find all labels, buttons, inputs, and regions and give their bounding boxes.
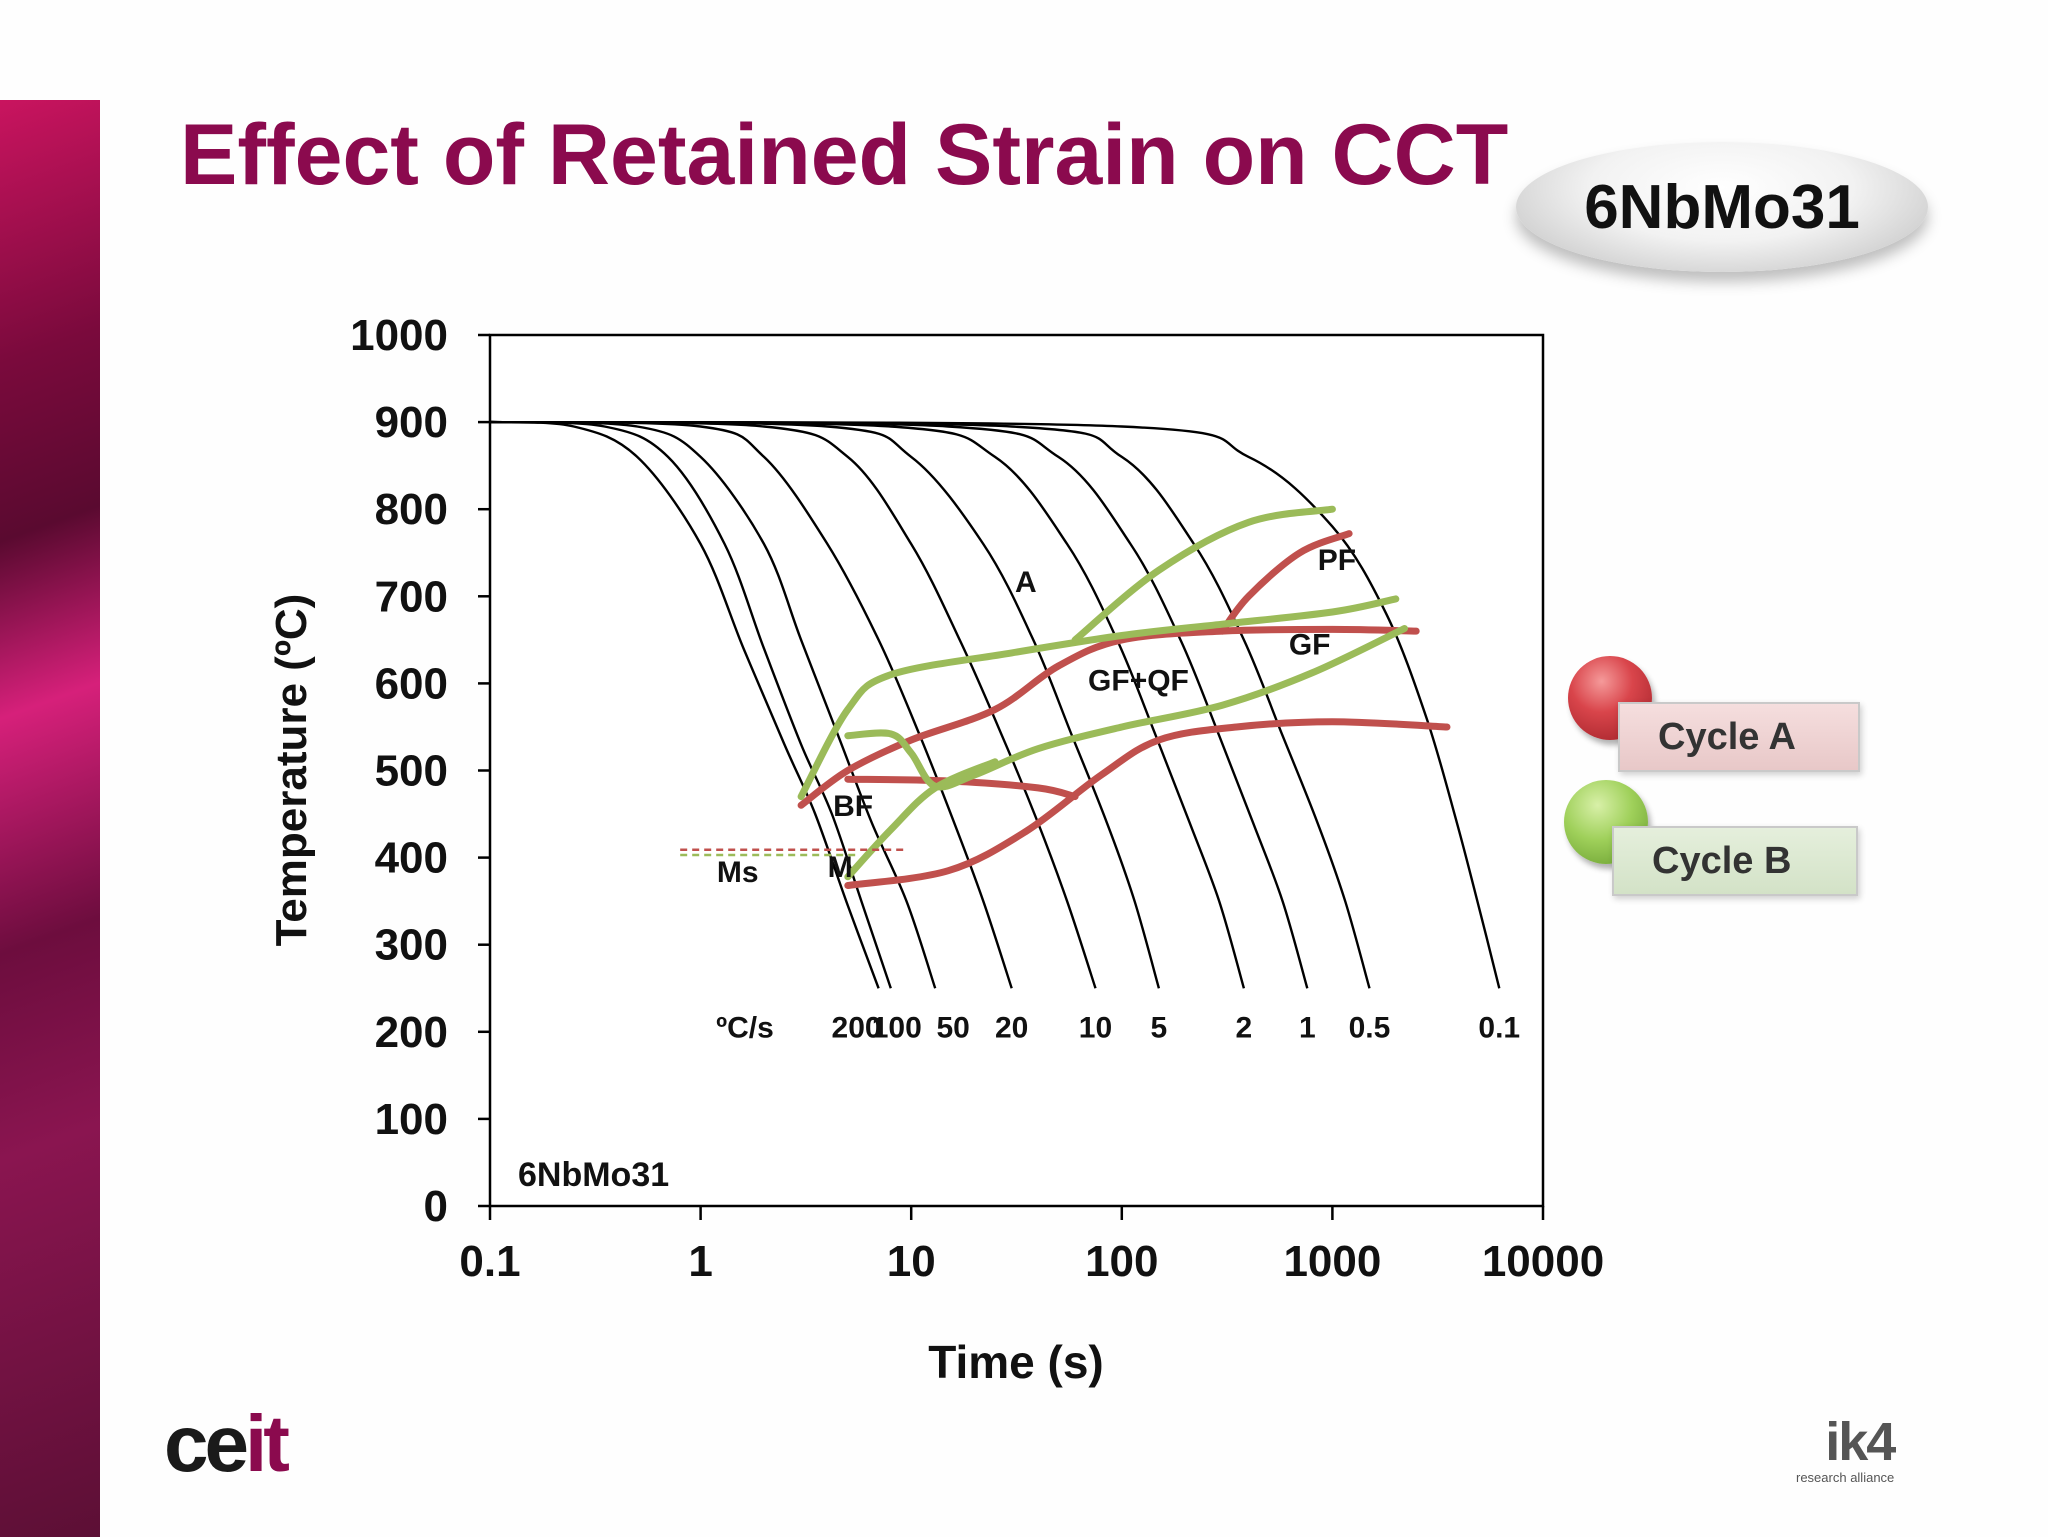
ceit-logo: ceit [164,1399,290,1488]
x-tick-label: 0.1 [459,1237,520,1286]
legend-cycle-a-label: Cycle A [1658,715,1796,758]
phase-label-bf: BF [833,790,873,823]
y-tick-label: 700 [375,572,448,621]
phase-label-a: A [1015,566,1037,599]
chart-inner-label: 6NbMo31 [518,1156,669,1194]
cycle-b-line-1 [797,595,1400,801]
legend-cycle-a: Cycle A [1618,702,1860,772]
cycle-b-line-4 [1071,505,1336,644]
decorative-side-band [0,100,100,1537]
y-tick-label: 600 [375,659,448,708]
phase-label-m: M [828,851,853,884]
y-axis-title: Temperature (ºC) [267,594,316,947]
cooling-rate-label-20: 20 [995,1012,1028,1045]
material-badge-label: 6NbMo31 [1584,172,1860,242]
cycle-lines [680,505,1451,889]
cooling-curve-5 [489,420,1161,989]
cooling-rate-label-5: 5 [1151,1012,1168,1045]
phase-label-ms: Ms [717,856,759,889]
y-tick-label: 300 [375,921,448,970]
y-tick-label: 800 [375,485,448,534]
cooling-rate-label-100: 100 [872,1012,922,1045]
slide-title: Effect of Retained Strain on CCT [180,107,1509,203]
legend-cycle-b-label: Cycle B [1652,839,1792,882]
cooling-rate-label-0_1: 0.1 [1478,1012,1520,1045]
x-tick-label: 1 [688,1237,712,1286]
x-tick-label: 100 [1085,1237,1158,1286]
y-tick-label: 900 [375,398,448,447]
x-axis-title: Time (s) [928,1336,1104,1388]
phase-label-gf: GF [1289,629,1331,662]
cooling-curve-10 [489,420,1097,989]
cooling-curve-20 [489,420,1013,989]
y-tick-label: 500 [375,747,448,796]
legend-cycle-b: Cycle B [1612,826,1858,896]
y-tick-label: 1000 [350,311,448,360]
phase-label-gf-qf: GF+QF [1088,664,1189,697]
cooling-rate-label-2: 2 [1236,1012,1253,1045]
cycle-a-line-3 [1218,530,1353,635]
cycle-a-line-4 [844,718,1451,889]
cooling-rate-label-10: 10 [1079,1012,1112,1045]
cooling-rate-unit-label: ºC/s [716,1012,774,1045]
cycle-a-line-2 [844,775,1079,801]
y-tick-label: 0 [424,1182,448,1231]
cycle-a-line-1 [797,625,1420,809]
material-badge: 6NbMo31 [1516,142,1928,272]
cycle-b-line-2 [844,625,1408,791]
cooling-rate-label-1: 1 [1299,1012,1316,1045]
phase-label-pf: PF [1318,544,1356,577]
cooling-curve-200 [489,420,880,989]
ik4-logo: ik4 research alliance [1796,1412,1896,1485]
cooling-rate-label-200: 200 [832,1012,882,1045]
x-tick-label: 1000 [1283,1237,1381,1286]
x-tick-label: 10 [887,1237,936,1286]
y-tick-label: 100 [375,1095,448,1144]
y-tick-label: 400 [375,834,448,883]
cycle-b-line-3 [844,758,999,881]
cooling-rate-label-0_5: 0.5 [1349,1012,1391,1045]
cooling-curve-50 [489,420,937,989]
x-tick-label: 10000 [1482,1237,1604,1286]
y-tick-label: 200 [375,1008,448,1057]
cooling-rate-label-50: 50 [937,1012,970,1045]
